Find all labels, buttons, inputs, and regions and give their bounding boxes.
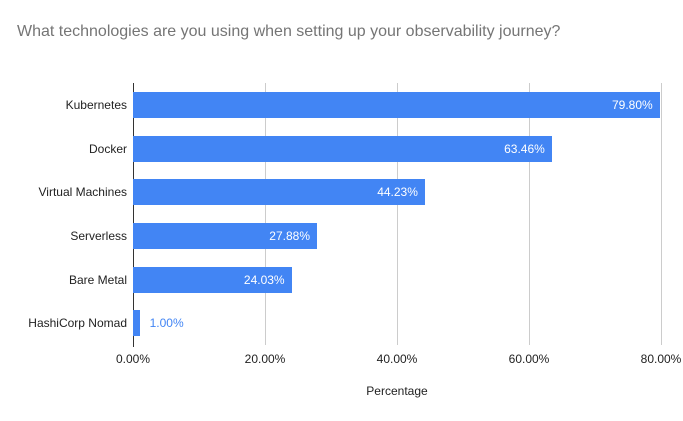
x-tick-label: 60.00%: [508, 352, 550, 366]
chart-title: What technologies are you using when set…: [17, 23, 561, 40]
x-tick-label: 20.00%: [244, 352, 286, 366]
bar-row: 24.03%: [133, 258, 661, 302]
bar: 24.03%: [133, 266, 292, 293]
x-axis: 0.00% 20.00% 40.00% 60.00% 80.00%: [116, 352, 681, 368]
category-label: Virtual Machines: [38, 185, 128, 200]
bar-value-label: 24.03%: [243, 272, 285, 287]
bar-row: 27.88%: [133, 214, 661, 258]
bar-value-label: 44.23%: [377, 185, 418, 200]
bar-value-label: 1.00%: [149, 316, 184, 331]
bar-value-label: 79.80%: [611, 97, 653, 112]
bar-value-label: 27.88%: [269, 228, 310, 243]
x-tick-label: 80.00%: [640, 352, 682, 366]
category-label: Kubernetes: [65, 97, 127, 112]
bar-row: 1.00%: [133, 301, 661, 345]
bar-row: 63.46%: [133, 127, 661, 171]
bar: 44.23%: [133, 179, 425, 206]
x-axis-title: Percentage: [366, 384, 428, 398]
bar-value-label: 63.46%: [504, 141, 545, 156]
bar-row: 44.23%: [133, 170, 661, 214]
gridline: [265, 83, 266, 345]
gridline: [529, 83, 530, 345]
category-label: Serverless: [70, 228, 127, 243]
bar: 63.46%: [133, 135, 552, 162]
bar: [133, 310, 140, 337]
category-label: HashiCorp Nomad: [28, 316, 127, 331]
x-tick-label: 40.00%: [376, 352, 418, 366]
x-tick-label: 0.00%: [115, 352, 151, 366]
category-label: Docker: [88, 141, 127, 156]
category-axis: Kubernetes Docker Virtual Machines Serverle…: [0, 83, 127, 345]
bar: 79.80%: [133, 91, 660, 118]
gridline: [661, 83, 662, 345]
bar-row: 79.80%: [133, 83, 661, 127]
gridline: [397, 83, 398, 345]
plot-area: 79.80% 63.46% 44.23% 27.88% 24.03% 1.00%: [133, 83, 662, 345]
bar: 27.88%: [133, 222, 317, 249]
y-axis-baseline: [133, 83, 134, 347]
bar-rows: 79.80% 63.46% 44.23% 27.88% 24.03% 1.00%: [133, 83, 661, 345]
category-label: Bare Metal: [68, 272, 127, 287]
